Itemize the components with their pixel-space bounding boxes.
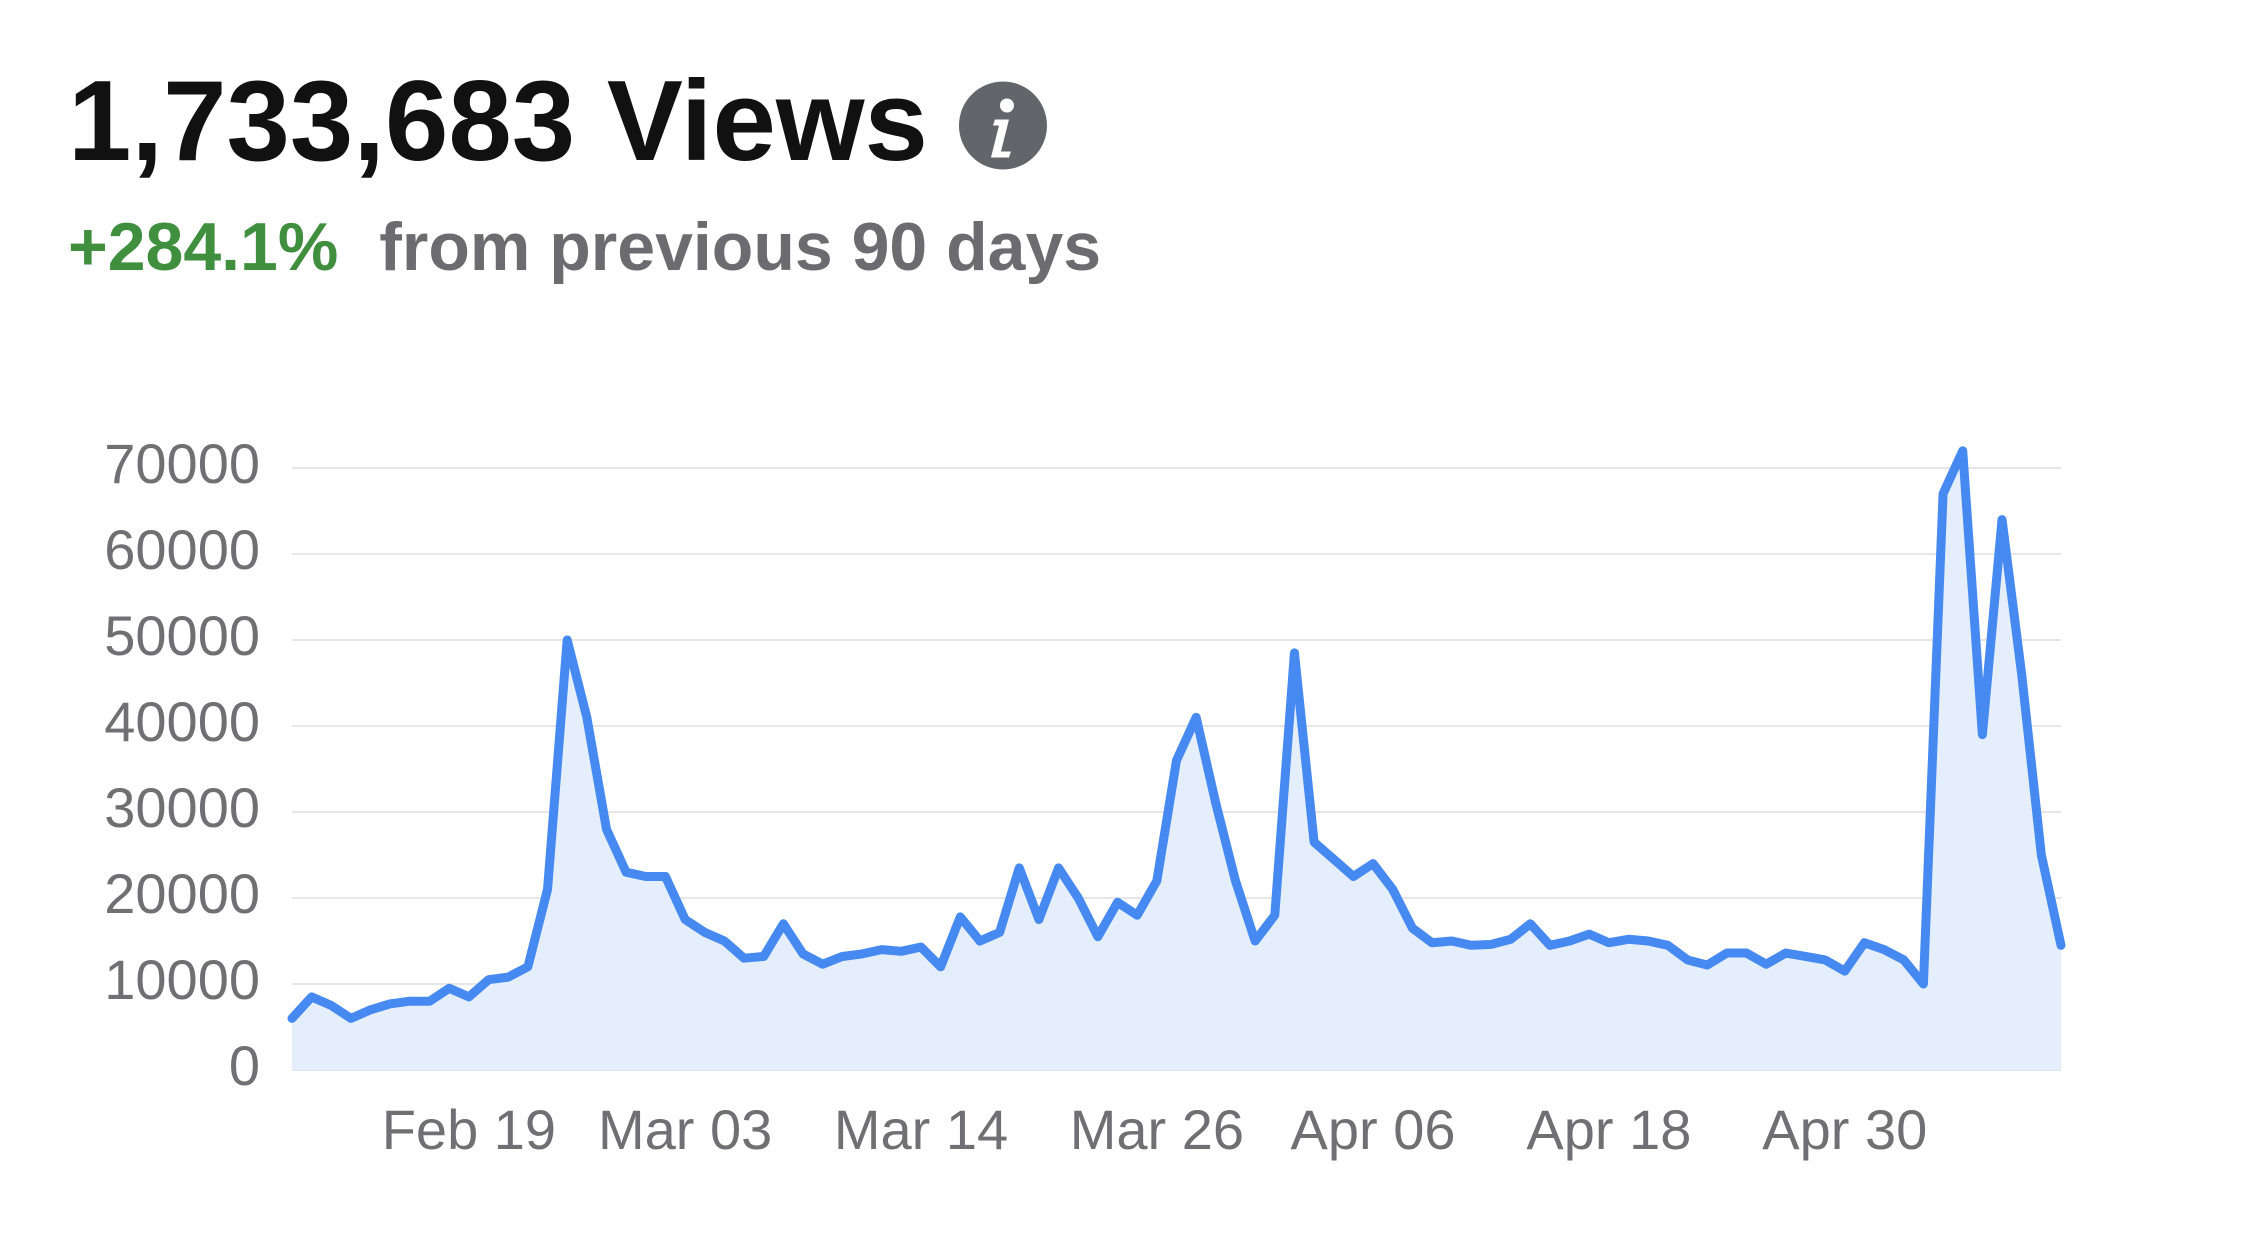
subtitle: +284.1% from previous 90 days	[68, 209, 1101, 285]
x-tick-label: Mar 26	[1070, 1098, 1244, 1161]
x-tick-label: Apr 18	[1526, 1098, 1691, 1161]
y-tick-label: 30000	[104, 776, 260, 839]
y-tick-label: 10000	[104, 948, 260, 1011]
line	[287, 446, 2066, 1023]
y-tick-label: 20000	[104, 862, 260, 925]
y-tick-label: 40000	[104, 690, 260, 753]
info-icon[interactable]	[958, 81, 1047, 170]
y-tick-label: 50000	[104, 604, 260, 667]
x-tick-label: Mar 03	[598, 1098, 772, 1161]
x-tick-label: Mar 14	[834, 1098, 1008, 1161]
subtitle-text: from previous 90 days	[379, 209, 1101, 285]
info-stem[interactable]	[990, 119, 1011, 158]
x-tick-label: Feb 19	[382, 1098, 556, 1161]
info-dot[interactable]	[999, 98, 1014, 113]
change: +284.1%	[68, 209, 338, 285]
y-tick-label: 60000	[104, 518, 260, 581]
y-tick-label: 70000	[104, 432, 260, 495]
x-tick-label: Apr 06	[1291, 1098, 1456, 1161]
y-tick-label: 0	[229, 1034, 260, 1097]
x-tick-label: Apr 30	[1762, 1098, 1927, 1161]
chart-title: 1,733,683 Views	[68, 58, 928, 185]
